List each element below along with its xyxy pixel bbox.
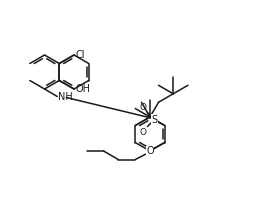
Text: OH: OH bbox=[75, 84, 90, 94]
Text: O: O bbox=[139, 128, 146, 137]
Text: Cl: Cl bbox=[75, 50, 85, 60]
Text: NH: NH bbox=[58, 92, 73, 102]
Text: O: O bbox=[146, 146, 154, 156]
Text: S: S bbox=[151, 114, 157, 125]
Text: O: O bbox=[139, 103, 146, 111]
